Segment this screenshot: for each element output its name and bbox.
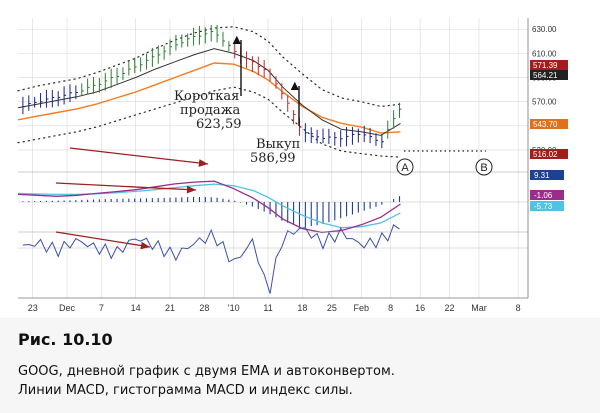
x-tick-label: Mar	[471, 303, 487, 313]
ema-slow-line	[17, 62, 401, 134]
price-badge-label: 571.39	[533, 61, 558, 70]
chart-background	[0, 0, 600, 318]
grid	[18, 18, 528, 298]
macd-badge	[530, 170, 564, 180]
point-a-marker-label: A	[401, 162, 409, 174]
trend-arrow	[55, 182, 197, 194]
short-sale-label-line-2: продажа	[180, 103, 241, 118]
macd-badge-label: -1.06	[534, 191, 553, 200]
x-tick-label: 22	[445, 303, 455, 313]
x-tick-label: 11	[263, 303, 272, 313]
x-tick-label: 23	[28, 303, 38, 313]
macd-panel	[17, 180, 528, 234]
point-a-marker	[396, 158, 414, 176]
x-tick-label: Dec	[59, 303, 76, 313]
macd-badge	[530, 190, 564, 200]
short-sale-price-label: 623,59	[196, 117, 242, 132]
macd-badge-label: 9.31	[534, 171, 550, 180]
price-badge	[530, 70, 568, 80]
price-badge	[530, 119, 568, 129]
price-badge-label: 564.21	[533, 71, 558, 80]
point-b-marker-label: B	[480, 162, 487, 174]
autoenvelope	[17, 26, 402, 158]
price-badge	[530, 60, 568, 70]
force-index-panel	[18, 224, 528, 294]
macd-line	[17, 180, 401, 234]
cover-price-label: 586,99	[250, 151, 296, 166]
figure-caption-line-2: Линии MACD, гистограмма MACD и индекс си…	[18, 383, 353, 398]
point-b-marker	[475, 158, 493, 176]
trend-arrow	[55, 231, 151, 250]
x-tick-label: 25	[327, 303, 337, 313]
ema-fast-line	[17, 48, 401, 136]
price-bars	[22, 24, 402, 149]
y-tick-label: 630.00	[532, 25, 557, 34]
envelope-lower-line	[17, 86, 402, 158]
ema-lines	[17, 48, 401, 136]
cover-label: Выкуп	[256, 137, 300, 152]
x-tick-label: 16	[415, 303, 425, 313]
y-tick-label: 570.00	[532, 98, 557, 107]
macd-badge-label: -5.73	[534, 202, 553, 211]
price-badge	[530, 149, 568, 159]
x-tick-label: '10	[228, 303, 240, 313]
x-tick-label: 7	[99, 303, 104, 313]
chart-figure: 23 Dec 7 14 21 28 '10 11 18 25 Feb 8 16 22 Mar 8 630.00 6…	[0, 0, 600, 318]
macd-badge	[530, 201, 564, 211]
x-tick-label: 21	[165, 303, 175, 313]
price-badge-label: 516.02	[533, 150, 558, 159]
caption-area: Рис. 10.10 GOOG, дневной график с двумя …	[0, 318, 600, 413]
y-tick-label: 610.00	[532, 49, 557, 58]
price-badge-label: 543.70	[533, 120, 558, 129]
x-tick-label: 8	[516, 303, 521, 313]
x-tick-label: 28	[199, 303, 209, 313]
x-tick-label: 14	[131, 303, 141, 313]
figure-title: Рис. 10.10	[18, 330, 113, 349]
short-sale-label-line-1: Короткая	[174, 89, 239, 104]
x-tick-label: 18	[297, 303, 307, 313]
x-tick-label: 8	[388, 303, 393, 313]
force-index-line	[22, 224, 400, 294]
figure-caption-line-1: GOOG, дневной график с двумя EMA и авток…	[18, 364, 395, 379]
trend-arrow	[69, 147, 209, 167]
x-tick-label: Feb	[354, 303, 370, 313]
